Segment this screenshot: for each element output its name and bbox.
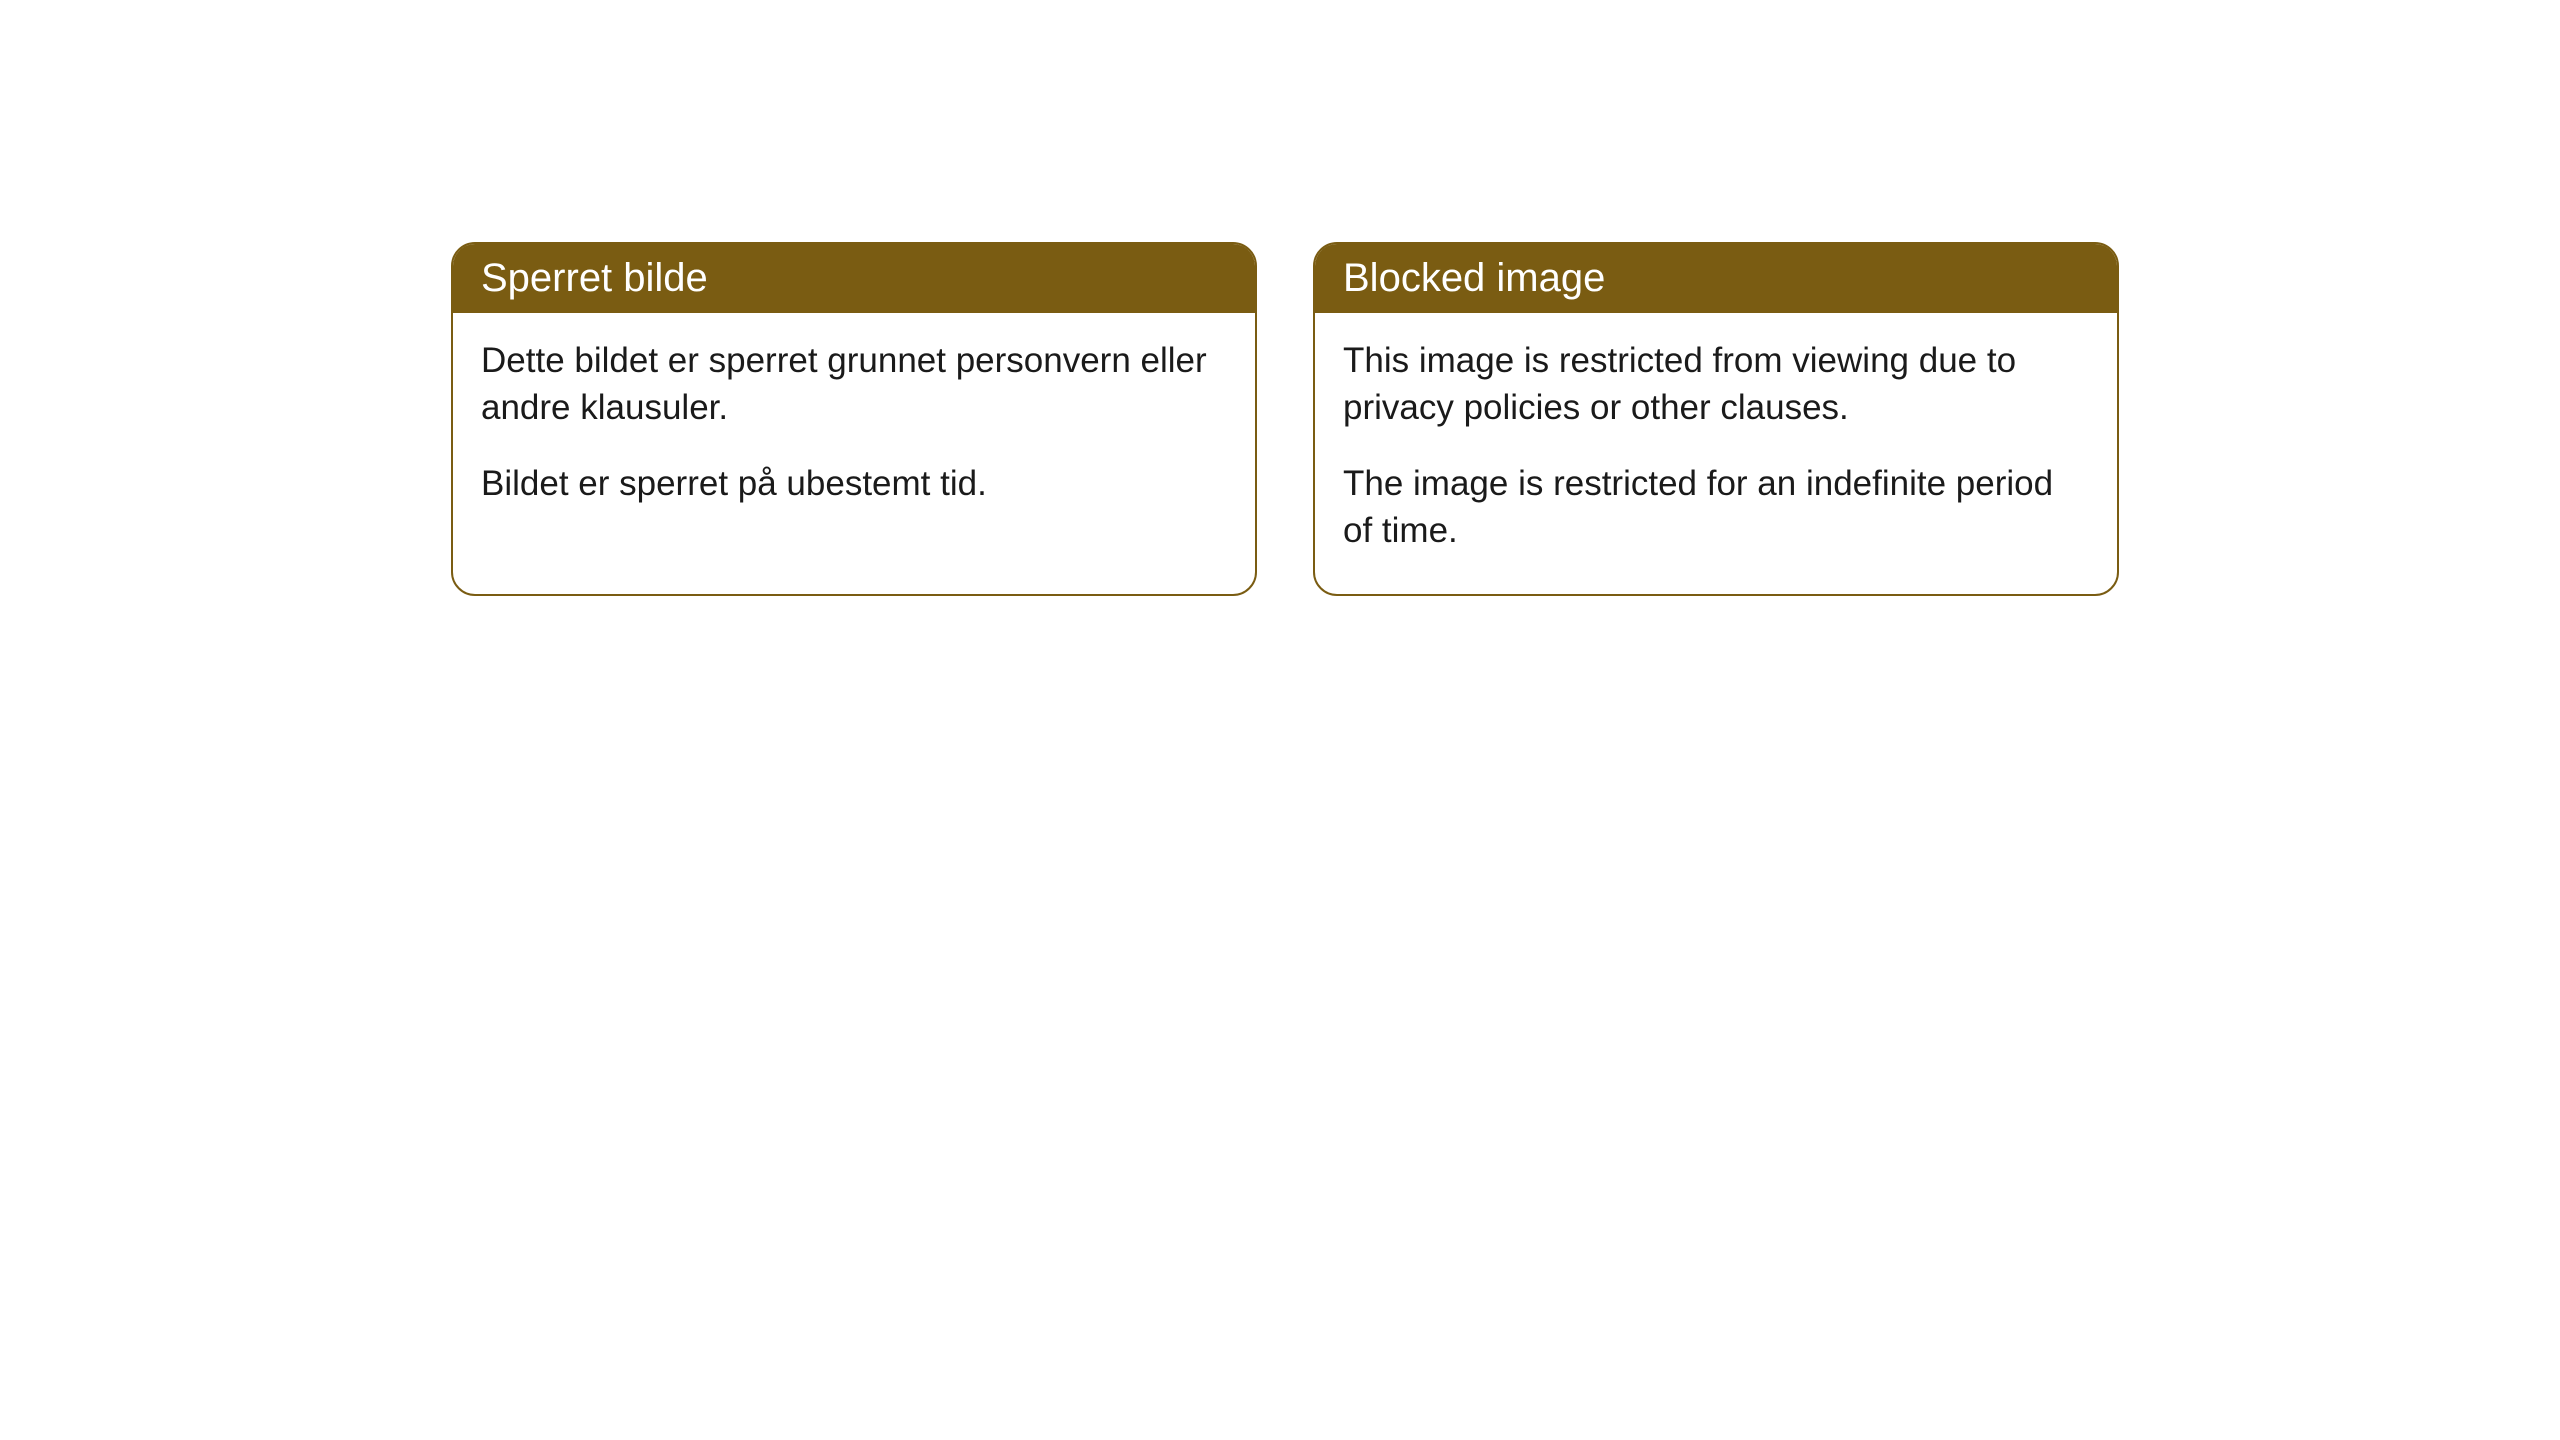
blocked-image-card-english: Blocked image This image is restricted f… bbox=[1313, 242, 2119, 596]
card-paragraph-1-norwegian: Dette bildet er sperret grunnet personve… bbox=[481, 337, 1227, 432]
blocked-image-cards-container: Sperret bilde Dette bildet er sperret gr… bbox=[451, 242, 2119, 596]
card-paragraph-2-english: The image is restricted for an indefinit… bbox=[1343, 460, 2089, 555]
card-body-norwegian: Dette bildet er sperret grunnet personve… bbox=[453, 313, 1255, 547]
card-header-norwegian: Sperret bilde bbox=[453, 244, 1255, 313]
card-header-english: Blocked image bbox=[1315, 244, 2117, 313]
card-paragraph-1-english: This image is restricted from viewing du… bbox=[1343, 337, 2089, 432]
card-body-english: This image is restricted from viewing du… bbox=[1315, 313, 2117, 594]
blocked-image-card-norwegian: Sperret bilde Dette bildet er sperret gr… bbox=[451, 242, 1257, 596]
card-paragraph-2-norwegian: Bildet er sperret på ubestemt tid. bbox=[481, 460, 1227, 507]
